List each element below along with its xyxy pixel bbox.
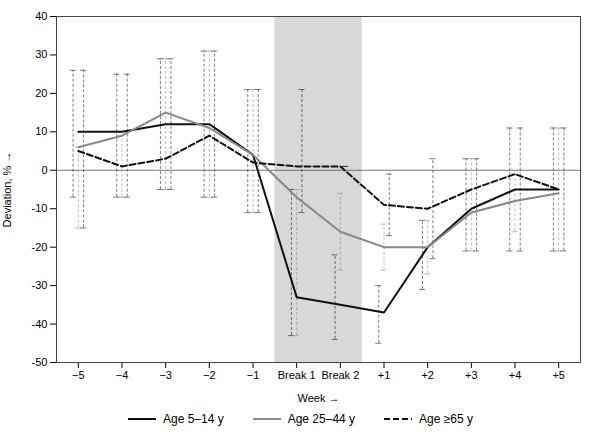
- svg-text:−2: −2: [203, 369, 216, 381]
- svg-text:+5: +5: [552, 369, 565, 381]
- svg-text:+1: +1: [378, 369, 391, 381]
- svg-text:Break 1: Break 1: [278, 369, 316, 381]
- svg-text:Week →: Week →: [298, 392, 340, 404]
- svg-text:-30: -30: [32, 279, 48, 291]
- svg-text:+4: +4: [509, 369, 522, 381]
- svg-text:−1: −1: [247, 369, 260, 381]
- svg-text:-20: -20: [32, 241, 48, 253]
- svg-text:10: 10: [35, 125, 47, 137]
- html-text:Age ≥65 y: Age ≥65 y: [419, 412, 473, 426]
- svg-text:−5: −5: [72, 369, 85, 381]
- html-text:Age 5–14 y: Age 5–14 y: [163, 412, 224, 426]
- svg-text:Deviation, % →: Deviation, % →: [1, 152, 13, 228]
- svg-text:−3: −3: [159, 369, 172, 381]
- svg-text:-10: -10: [32, 202, 48, 214]
- svg-text:40: 40: [35, 10, 47, 22]
- svg-text:30: 30: [35, 48, 47, 60]
- svg-text:+3: +3: [465, 369, 478, 381]
- html-text:Age 25–44 y: Age 25–44 y: [287, 412, 356, 426]
- svg-text:+2: +2: [421, 369, 434, 381]
- svg-text:Break 2: Break 2: [321, 369, 359, 381]
- svg-text:−4: −4: [116, 369, 129, 381]
- svg-text:-40: -40: [32, 318, 48, 330]
- svg-text:20: 20: [35, 87, 47, 99]
- svg-text:0: 0: [41, 164, 47, 176]
- svg-text:-50: -50: [32, 356, 48, 368]
